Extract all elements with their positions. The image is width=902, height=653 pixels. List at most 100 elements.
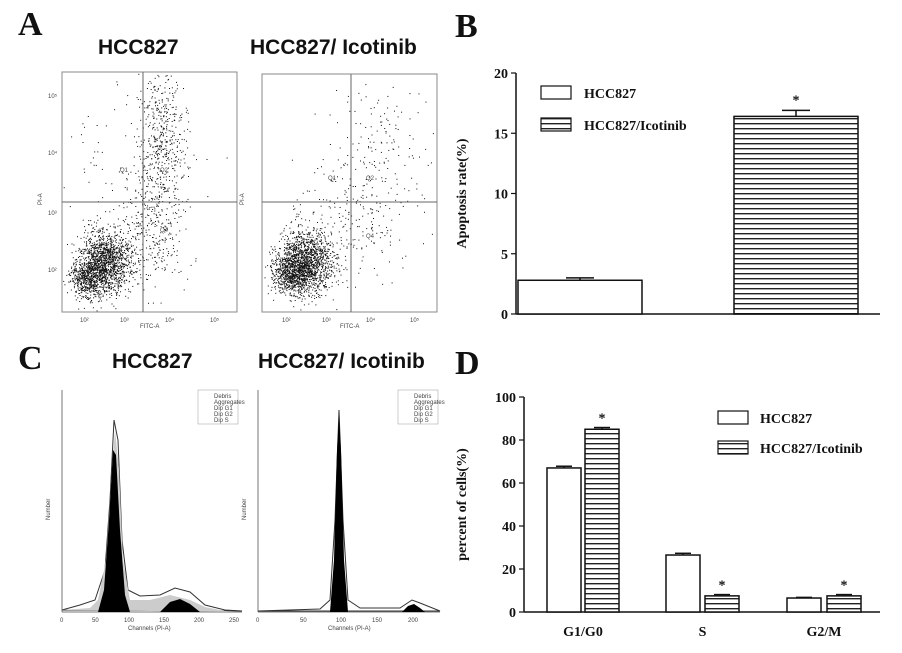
flow-event-dot: [157, 163, 159, 165]
flow-event-dot: [127, 231, 129, 233]
flow-event-dot: [295, 219, 296, 221]
flow-event-dot: [196, 159, 197, 161]
flow-event-dot: [158, 241, 160, 243]
flow-event-dot: [131, 260, 132, 262]
flow-event-dot: [126, 254, 128, 256]
flow-event-dot: [416, 188, 418, 190]
flow-event-dot: [73, 269, 75, 271]
flow-event-dot: [101, 264, 103, 266]
flow-event-dot: [294, 254, 296, 256]
flow-event-dot: [116, 261, 118, 263]
flow-event-dot: [88, 224, 89, 226]
flow-event-dot: [320, 239, 322, 241]
flow-event-dot: [157, 153, 159, 154]
flow-event-dot: [339, 147, 341, 149]
flow-event-dot: [147, 126, 149, 128]
flow-event-dot: [312, 240, 314, 242]
flow-event-dot: [293, 259, 295, 261]
flow-event-dot: [275, 255, 277, 257]
flow-event-dot: [97, 248, 99, 250]
flow-event-dot: [105, 268, 107, 270]
flow-event-dot: [96, 222, 98, 224]
flow-event-dot: [301, 255, 303, 257]
flow-event-dot: [314, 255, 316, 257]
flow-event-dot: [170, 137, 172, 138]
flow-event-dot: [137, 233, 139, 235]
flow-event-dot: [150, 220, 152, 222]
flow-event-dot: [78, 293, 80, 294]
flow-event-dot: [332, 262, 334, 264]
flow-event-dot: [140, 90, 142, 92]
flow-event-dot: [278, 254, 280, 256]
flow-event-dot: [305, 229, 307, 231]
flow-event-dot: [284, 263, 286, 265]
flow-event-dot: [271, 278, 273, 280]
flow-event-dot: [320, 240, 322, 242]
flow-event-dot: [90, 262, 92, 264]
flow-event-dot: [315, 304, 317, 306]
flow-event-dot: [76, 275, 78, 277]
flow-event-dot: [315, 248, 317, 250]
flow-event-dot: [165, 229, 167, 231]
flow-event-dot: [85, 297, 87, 298]
flow-event-dot: [114, 232, 116, 234]
flow-event-dot: [114, 264, 116, 266]
flow-event-dot: [278, 276, 280, 278]
flow-event-dot: [133, 236, 135, 238]
flow-event-dot: [102, 255, 104, 257]
flow-event-dot: [139, 179, 140, 181]
flow-event-dot: [129, 271, 131, 273]
flow-event-dot: [320, 251, 322, 253]
flow-event-dot: [82, 142, 84, 143]
flow-event-dot: [89, 283, 91, 285]
flow-event-dot: [103, 267, 105, 269]
flow-event-dot: [161, 239, 163, 241]
flow-event-dot: [96, 269, 98, 270]
flow-event-dot: [308, 276, 309, 278]
flow-event-dot: [347, 218, 349, 220]
flow-event-dot: [126, 179, 128, 181]
flow-event-dot: [133, 272, 135, 274]
flow-event-dot: [114, 235, 116, 237]
flow-event-dot: [111, 295, 113, 296]
flow-event-dot: [303, 282, 305, 283]
flow-event-dot: [312, 261, 314, 262]
flow-event-dot: [74, 284, 76, 286]
flow-event-dot: [96, 280, 98, 282]
flow-event-dot: [103, 272, 105, 274]
flow-event-dot: [288, 254, 290, 256]
flow-event-dot: [313, 244, 315, 245]
flow-event-dot: [297, 261, 299, 263]
flow-event-dot: [288, 277, 290, 279]
flow-event-dot: [103, 264, 105, 266]
flow-event-dot: [111, 282, 113, 284]
flow-event-dot: [112, 250, 114, 252]
flow-event-dot: [159, 243, 161, 245]
flow-event-dot: [88, 273, 89, 275]
flow-event-dot: [188, 168, 190, 170]
flow-event-dot: [291, 245, 293, 247]
flow-event-dot: [172, 237, 173, 239]
flow-event-dot: [285, 252, 287, 253]
flow-event-dot: [122, 220, 124, 221]
flow-event-dot: [94, 262, 96, 264]
flow-event-dot: [325, 282, 327, 284]
flow-event-dot: [172, 99, 174, 101]
flow-event-dot: [73, 285, 75, 287]
flow-event-dot: [298, 233, 300, 235]
flow-event-dot: [157, 148, 159, 150]
flow-event-dot: [140, 194, 142, 196]
flow-event-dot: [282, 272, 284, 274]
flow-event-dot: [418, 93, 420, 95]
flow-event-dot: [293, 246, 295, 248]
flow-event-dot: [327, 223, 329, 225]
flow-event-dot: [327, 267, 329, 269]
flow-event-dot: [316, 228, 318, 230]
flow-event-dot: [319, 274, 321, 276]
flow-event-dot: [100, 274, 102, 276]
flow-event-dot: [122, 240, 124, 241]
flow-event-dot: [279, 233, 281, 235]
flow-event-dot: [283, 253, 285, 255]
flow-event-dot: [93, 277, 95, 278]
flow-event-dot: [290, 300, 292, 302]
